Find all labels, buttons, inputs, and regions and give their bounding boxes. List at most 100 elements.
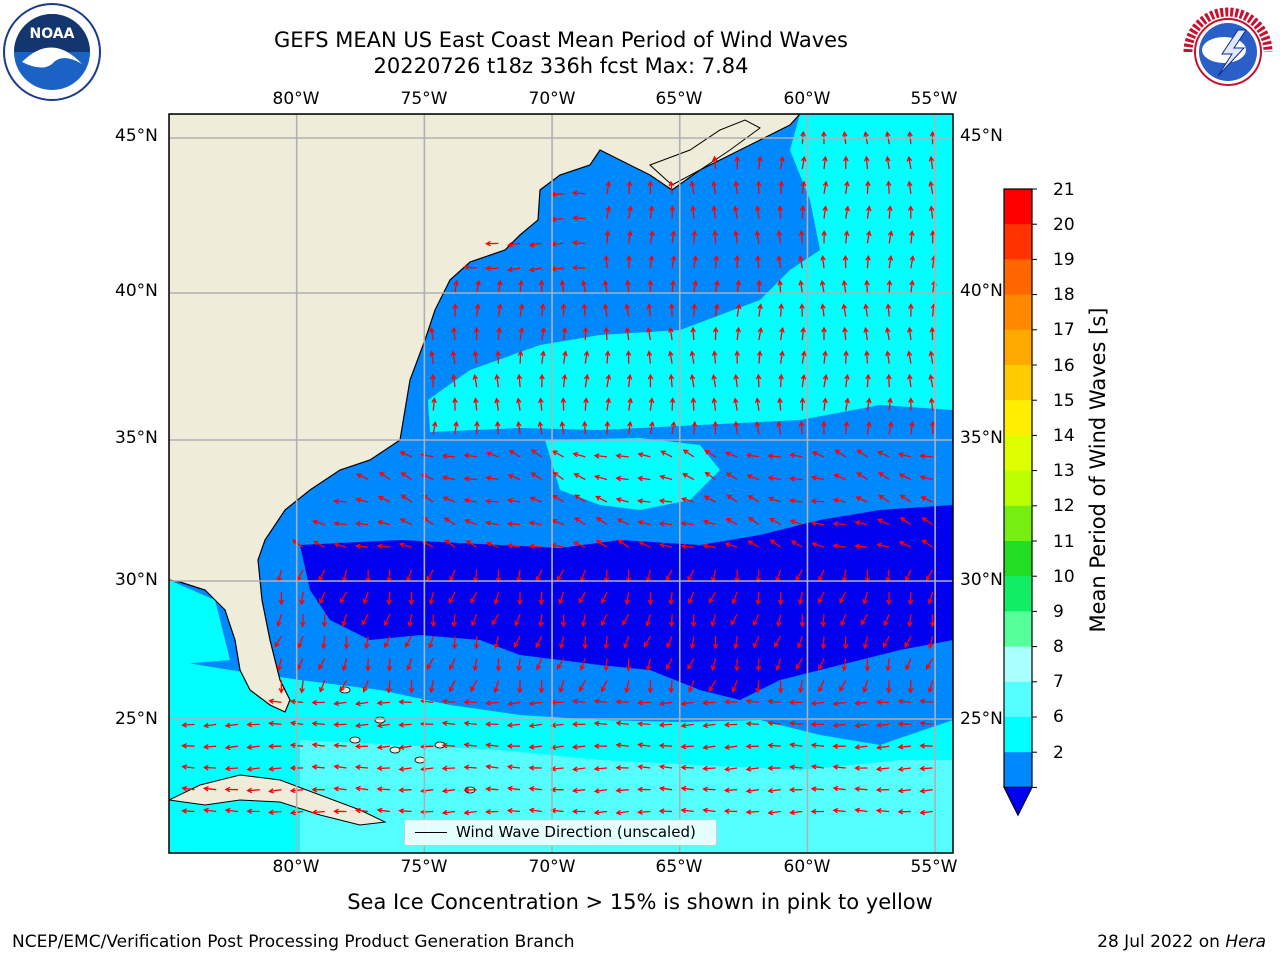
wind-wave-arrow [810,520,825,527]
wind-wave-arrow [864,279,870,294]
colorbar-segment [1004,681,1032,718]
wind-wave-arrow [843,155,849,170]
wind-wave-arrow [789,476,803,482]
wind-wave-arrow [733,397,739,411]
wind-wave-arrow [670,279,676,294]
wind-wave-arrow [907,591,914,606]
wind-wave-arrow [927,680,934,694]
wind-wave-arrow [453,279,459,294]
wind-wave-arrow [767,787,781,794]
wind-wave-arrow [441,720,456,727]
wind-wave-arrow [617,539,630,548]
wind-wave-arrow [516,420,522,435]
wind-wave-arrow [383,635,391,649]
wind-wave-arrow [821,230,827,244]
wind-wave-arrow [711,373,717,388]
wind-wave-arrow [637,721,651,727]
wind-wave-arrow [821,420,827,435]
wind-wave-arrow [795,569,803,582]
wind-wave-arrow [800,180,807,194]
wind-wave-arrow [735,279,742,294]
wind-wave-arrow [668,680,675,694]
wind-wave-arrow [603,254,610,269]
wind-wave-arrow [919,720,933,727]
wind-wave-arrow [800,350,807,364]
lat-label-right: 30°N [960,570,1003,590]
wind-wave-arrow [769,539,781,548]
wind-wave-arrow [637,786,651,793]
wind-wave-arrow [318,591,326,605]
wind-wave-arrow [559,420,566,435]
wind-wave-arrow [431,420,438,435]
footer-host: Hera [1225,932,1266,952]
wind-wave-arrow [593,453,608,459]
wind-wave-arrow [647,180,654,194]
wind-wave-arrow [843,420,850,435]
wind-wave-arrow [453,420,459,435]
wind-wave-arrow [875,808,890,814]
wind-wave-arrow [854,722,868,729]
wind-wave-arrow [493,636,500,650]
wind-wave-arrow [600,613,608,627]
wind-wave-arrow [624,680,630,694]
wind-wave-arrow [755,591,761,606]
wind-wave-arrow [789,519,803,526]
wind-wave-arrow [906,155,913,170]
wind-wave-arrow [426,657,434,670]
wind-wave-arrow [844,180,850,194]
wind-wave-arrow [485,764,499,770]
wind-wave-arrow [757,155,763,170]
wind-wave-arrow [429,350,435,364]
wind-wave-arrow [485,541,499,548]
colorbar-segment [1004,611,1032,648]
wind-wave-arrow [623,635,630,649]
wind-wave-arrow [485,498,499,505]
wind-wave-arrow [908,397,914,411]
wind-wave-arrow [899,517,912,526]
wind-wave-arrow [224,807,239,814]
wind-wave-arrow [754,230,761,244]
wind-wave-arrow [925,569,934,582]
wind-wave-arrow [643,635,651,648]
wind-wave-arrow [822,350,828,364]
wind-wave-arrow [752,613,760,627]
wind-wave-arrow [731,591,738,605]
wind-wave-arrow [354,521,369,527]
wind-wave-arrow [875,766,890,772]
wind-wave-arrow [778,373,784,388]
wind-wave-arrow [625,658,632,672]
wind-wave-arrow [723,744,738,751]
wind-wave-arrow [897,698,911,705]
wind-wave-arrow [485,808,499,815]
wind-wave-arrow [594,474,608,481]
wind-wave-arrow [518,279,524,294]
wind-wave-arrow [747,540,760,548]
wind-wave-arrow [919,453,933,459]
footer-date-text: 28 Jul 2022 on [1097,932,1226,952]
wind-wave-arrow [897,744,911,750]
wind-wave-arrow [778,303,784,317]
wind-wave-arrow [822,373,829,388]
wind-wave-arrow [571,698,586,705]
wind-wave-arrow [817,591,825,605]
wind-wave-arrow [506,743,521,749]
wind-wave-arrow [471,613,478,627]
wind-wave-arrow [528,807,542,814]
wind-wave-arrow [246,787,260,794]
wind-wave-arrow [451,326,457,341]
wind-wave-arrow [841,658,848,672]
wind-wave-arrow [354,807,369,814]
wind-wave-arrow [777,680,784,694]
wind-wave-arrow [658,700,673,707]
wind-wave-arrow [878,494,890,503]
wind-wave-arrow [428,680,435,694]
wind-wave-arrow [321,614,328,628]
wind-wave-arrow [862,636,869,650]
wind-wave-arrow [356,473,369,481]
wind-wave-arrow [528,786,542,792]
wind-wave-arrow [398,808,412,814]
wind-wave-arrow [776,613,782,628]
lat-label-right: 40°N [960,281,1003,301]
wind-wave-arrow [841,303,848,317]
wind-wave-arrow [276,658,283,672]
